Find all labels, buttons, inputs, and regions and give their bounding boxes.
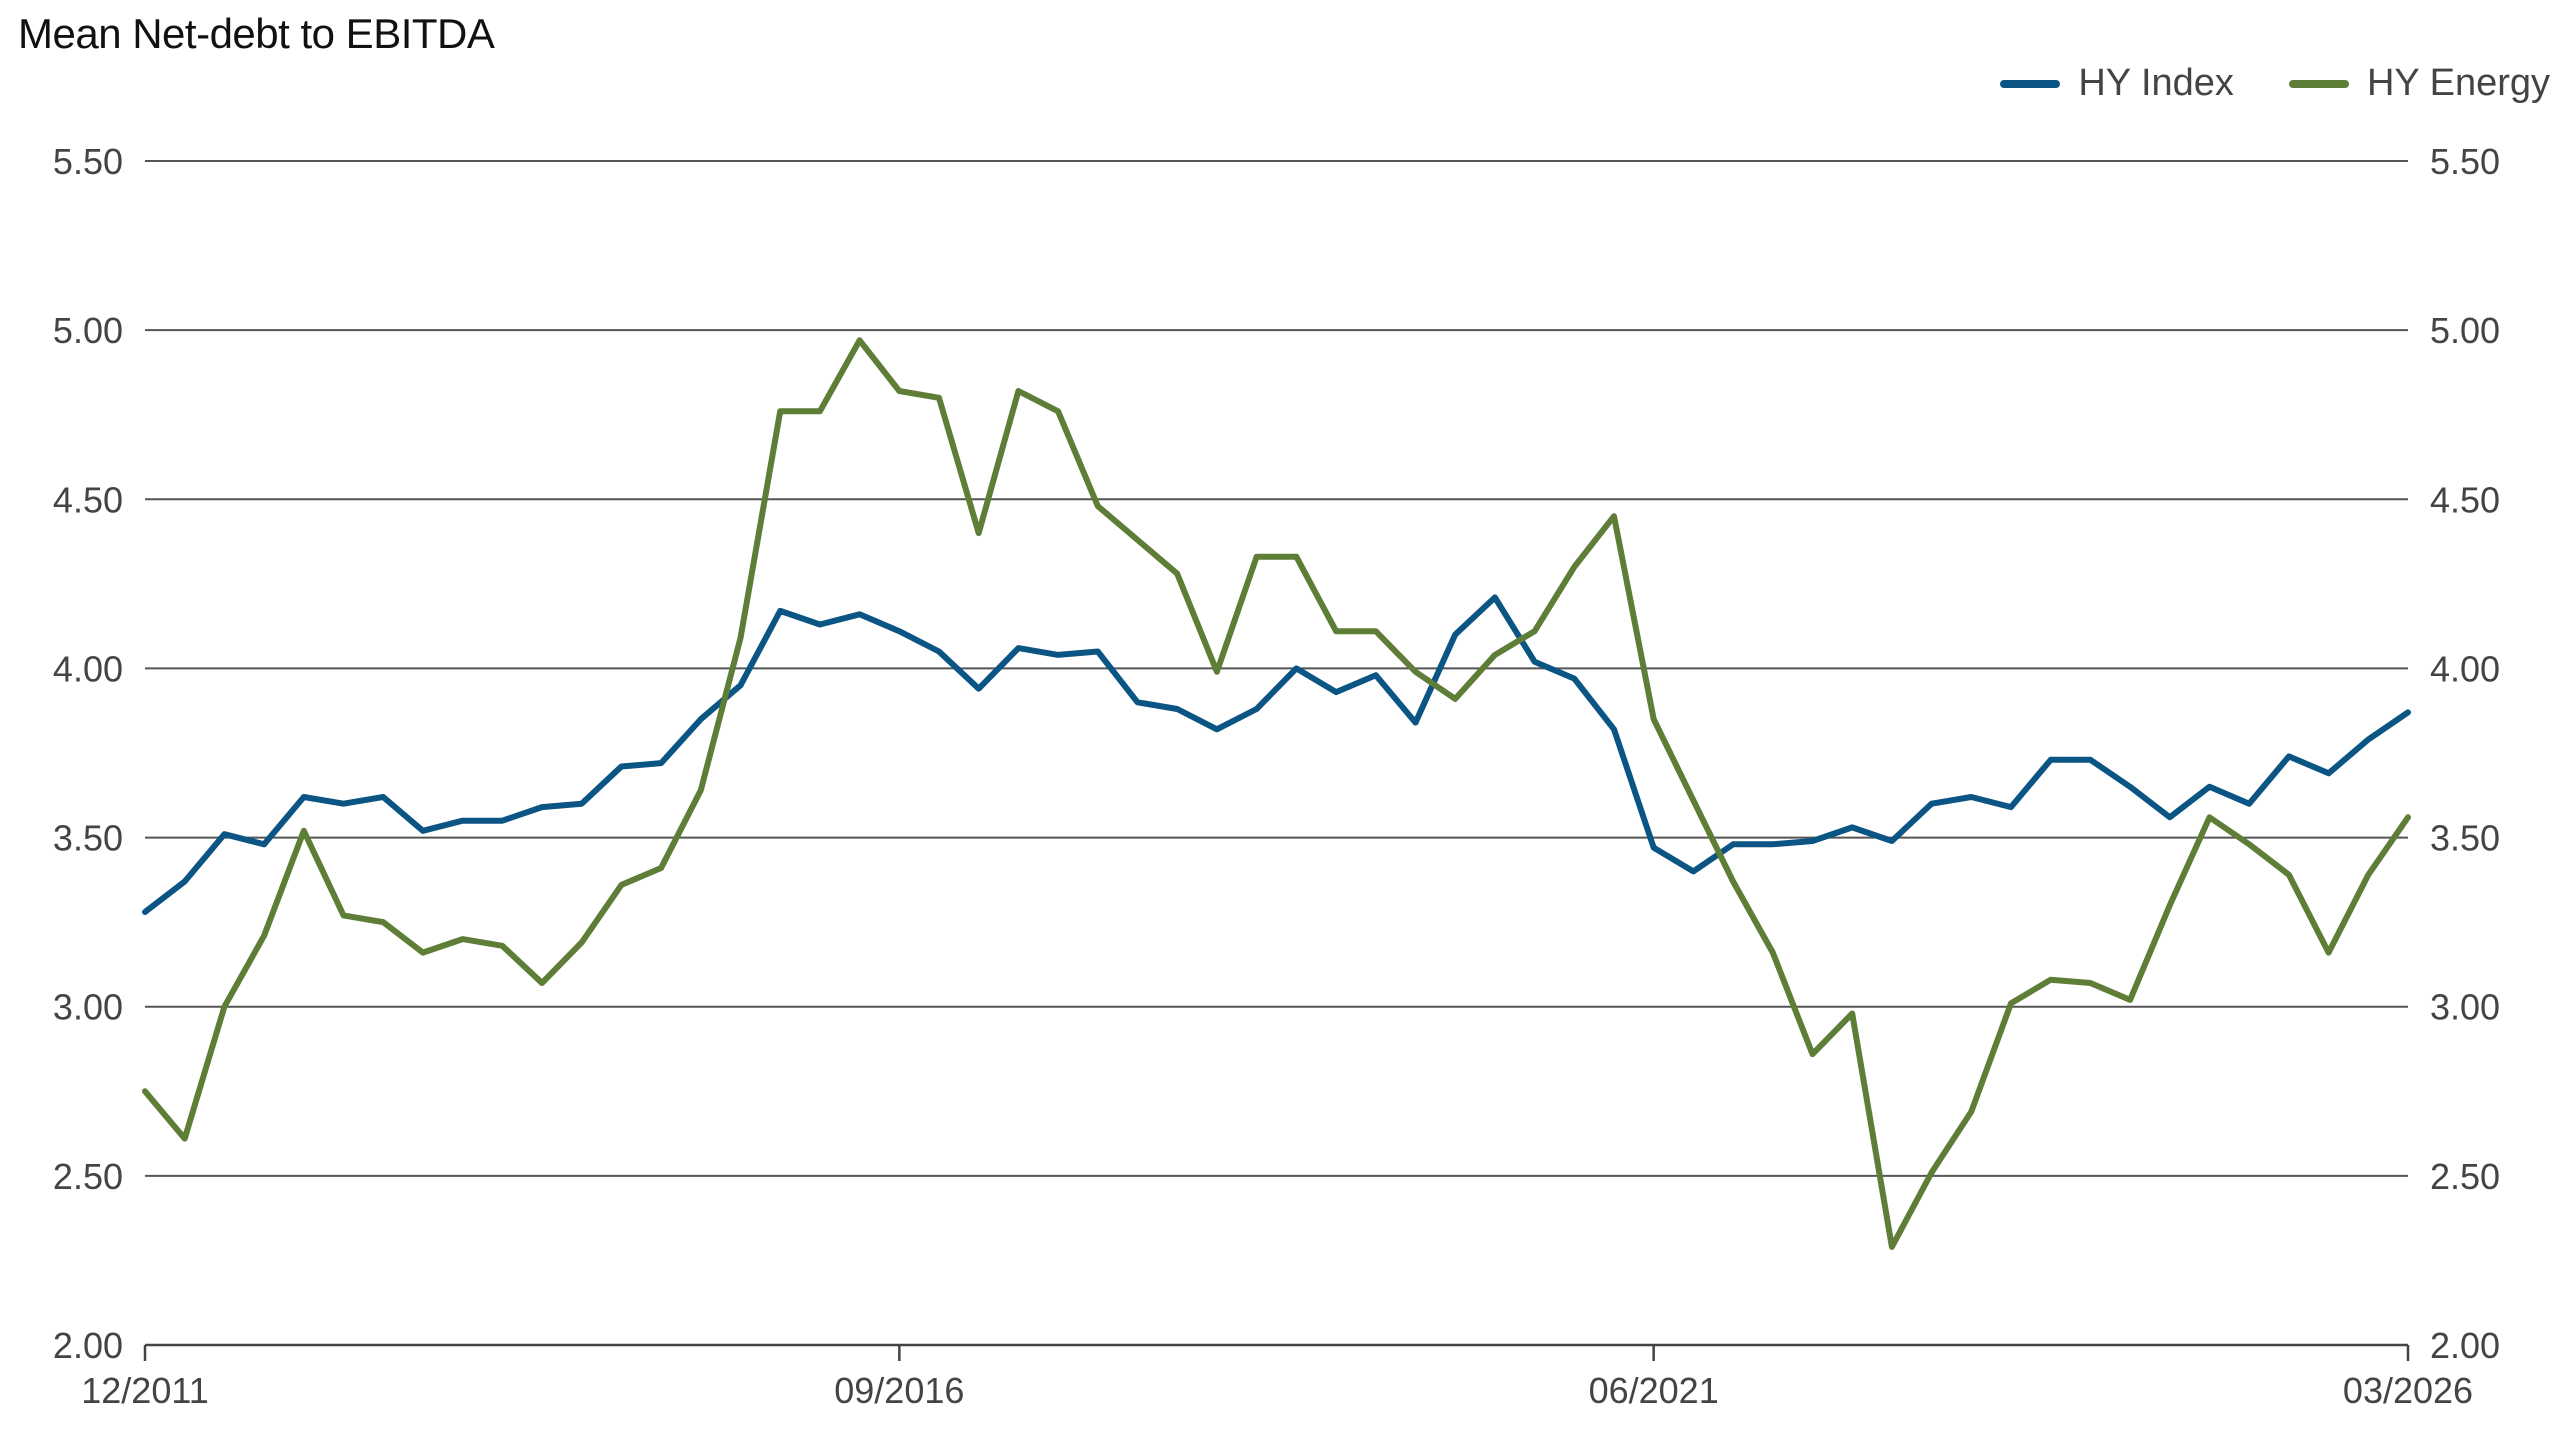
gridlines [145, 160, 2408, 1177]
y-tick-label-left: 2.50 [53, 1156, 123, 1197]
y-tick-label-left: 3.00 [53, 987, 123, 1028]
x-tick-label: 03/2026 [2343, 1370, 2473, 1411]
legend: HY Index HY Energy [2000, 62, 2550, 105]
y-tick-label-left: 5.00 [53, 310, 123, 351]
legend-item-hy-energy[interactable]: HY Energy [2288, 62, 2550, 105]
series-line-hy-energy [142, 337, 2411, 1250]
legend-label-hy-energy: HY Energy [2366, 62, 2550, 104]
series-line-hy-index [142, 594, 2411, 915]
x-tick-label: 12/2011 [81, 1370, 208, 1411]
y-tick-label-right: 5.50 [2430, 141, 2500, 182]
y-tick-label-left: 5.50 [53, 141, 123, 182]
y-tick-label-left: 4.50 [53, 479, 123, 520]
legend-swatch-hy-energy [2288, 79, 2349, 88]
y-tick-label-left: 3.50 [53, 818, 123, 859]
x-tick-label: 06/2021 [1589, 1370, 1719, 1411]
y-tick-label-right: 3.50 [2430, 818, 2500, 859]
legend-swatch-hy-index [2000, 79, 2061, 88]
y-tick-label-right: 4.00 [2430, 648, 2500, 689]
y-tick-label-right: 2.00 [2430, 1325, 2500, 1366]
legend-label-hy-index: HY Index [2078, 62, 2234, 104]
y-tick-label-right: 3.00 [2430, 987, 2500, 1028]
chart-title: Mean Net-debt to EBITDA [18, 10, 495, 57]
y-tick-label-left: 4.00 [53, 648, 123, 689]
legend-item-hy-index[interactable]: HY Index [2000, 62, 2234, 105]
y-tick-label-right: 5.00 [2430, 310, 2500, 351]
x-tick-label: 09/2016 [834, 1370, 964, 1411]
y-tick-label-right: 2.50 [2430, 1156, 2500, 1197]
y-tick-label-left: 2.00 [53, 1325, 123, 1366]
y-tick-label-right: 4.50 [2430, 479, 2500, 520]
series-lines [142, 337, 2411, 1250]
axes: 5.50 5.50 5.00 5.00 4.50 4.50 4.00 4.00 3.50 3.50… [53, 141, 2500, 1411]
